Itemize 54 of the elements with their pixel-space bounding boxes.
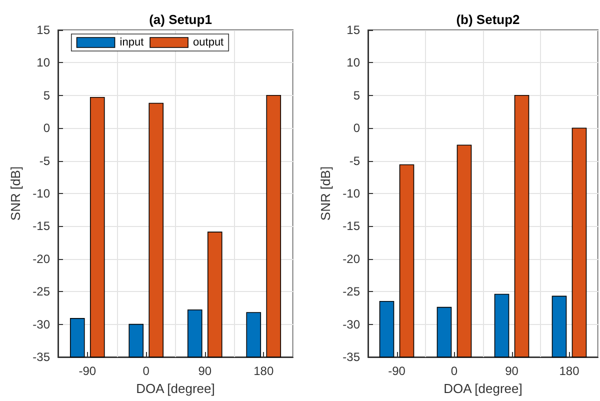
bar	[494, 294, 510, 358]
bar	[514, 95, 530, 358]
x-tick-label: 90	[198, 364, 212, 378]
y-tick-label: -10	[32, 186, 50, 200]
y-axis-title: SNR [dB]	[8, 166, 23, 221]
y-tick-label: -35	[32, 350, 50, 364]
x-tick-label: 0	[142, 364, 150, 378]
bar	[436, 306, 452, 358]
y-tick-label: -20	[342, 252, 360, 266]
x-tick-label: -90	[388, 364, 406, 378]
y-tick-label: -5	[39, 154, 50, 168]
bar	[90, 96, 105, 358]
y-tick-label: 15	[346, 23, 360, 37]
x-axis-title: DOA [degree]	[136, 380, 215, 396]
y-tick-label: -25	[342, 284, 360, 299]
y-tick-label: -5	[349, 154, 360, 168]
x-tick-label: 0	[450, 364, 458, 378]
y-tick-label: 5	[43, 88, 50, 102]
bar	[128, 324, 144, 358]
legend-label: input	[120, 36, 144, 48]
x-axis-title: DOA [degree]	[444, 380, 522, 396]
legend-label: output	[193, 36, 224, 48]
bar	[207, 232, 222, 358]
y-tick-label: -20	[32, 252, 50, 266]
bar	[148, 102, 164, 358]
y-tick-label: -15	[342, 219, 360, 234]
y-tick-label: 5	[353, 88, 360, 102]
x-tick-label: -90	[78, 364, 96, 378]
bar	[572, 128, 587, 358]
y-tick-label: -10	[342, 186, 360, 200]
y-tick-label: -15	[32, 219, 50, 234]
y-tick-label: -30	[32, 317, 50, 332]
bar	[246, 312, 262, 358]
bar	[552, 296, 567, 358]
bar	[70, 318, 85, 358]
y-tick-label: 10	[346, 56, 360, 70]
y-tick-label: 0	[353, 121, 360, 136]
bar	[379, 301, 394, 358]
y-tick-label: -30	[342, 317, 360, 332]
y-tick-label: -25	[32, 284, 50, 299]
bar	[266, 95, 282, 358]
chart-title: (a) Setup1	[149, 12, 212, 27]
x-tick-label: 180	[254, 364, 274, 378]
y-tick-label: 10	[36, 56, 50, 70]
bar	[187, 310, 202, 358]
bar	[456, 144, 472, 358]
y-tick-label: -35	[342, 350, 360, 364]
x-tick-label: 180	[559, 364, 580, 378]
y-tick-label: 15	[36, 23, 50, 37]
y-tick-label: 0	[43, 121, 50, 136]
bar	[399, 164, 414, 358]
chart-title: (b) Setup2	[456, 12, 520, 27]
y-axis-title: SNR [dB]	[318, 166, 333, 221]
x-tick-label: 90	[505, 364, 519, 378]
